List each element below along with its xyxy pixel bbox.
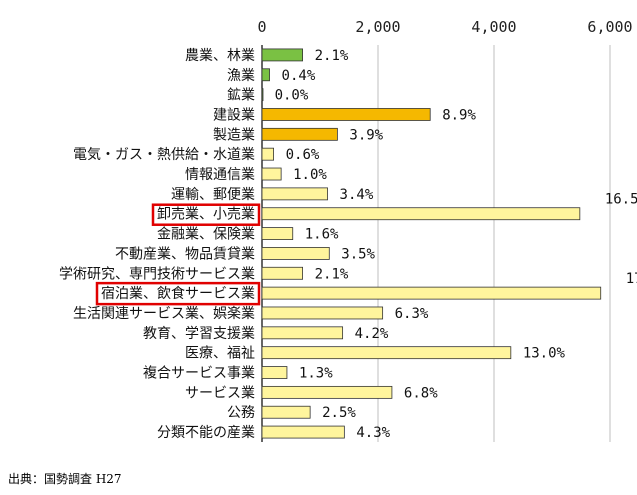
category-label: 農業、林業 (185, 48, 255, 64)
bar (261, 405, 311, 419)
bar (261, 68, 270, 82)
bar (261, 227, 294, 240)
x-tick-label: 4,000 (471, 18, 516, 36)
highlight-box (151, 203, 261, 226)
bar (261, 48, 303, 62)
category-label: 製造業 (213, 127, 255, 143)
data-label: 16.5% (605, 192, 637, 208)
data-label: 2.1% (315, 266, 349, 282)
category-label: 宿泊業、飲食サービス業 (101, 285, 255, 302)
category-label: 学術研究、専門技術サービス業 (59, 266, 255, 282)
category-label: 卸売業、小売業 (157, 207, 255, 223)
bar (261, 147, 275, 161)
bar (261, 286, 602, 300)
bar (261, 266, 303, 280)
highlight-box (95, 281, 261, 306)
data-label: 3.9% (349, 127, 383, 143)
x-tick-label: 6,000 (587, 18, 632, 36)
category-label: 複合サービス事業 (143, 365, 255, 382)
data-label: 6.8% (404, 385, 438, 401)
category-label: 漁業 (227, 68, 255, 84)
category-label: 運輸、郵便業 (171, 187, 255, 203)
bar (261, 207, 581, 221)
data-label: 0.0% (275, 88, 309, 104)
data-label: 17.6% (626, 271, 637, 287)
category-label: 分類不能の産業 (157, 425, 255, 441)
data-label: 3.4% (340, 187, 374, 203)
bar (261, 306, 384, 320)
bar (261, 187, 328, 201)
category-label: 鉱業 (227, 87, 255, 104)
category-label: 情報通信業 (185, 167, 255, 183)
bar (261, 366, 288, 379)
bar (261, 127, 338, 141)
data-label: 1.6% (305, 227, 339, 243)
bar (261, 326, 344, 340)
bar (261, 385, 393, 399)
data-label: 0.4% (282, 68, 316, 84)
data-label: 2.5% (322, 405, 356, 421)
bar (261, 425, 345, 439)
data-label: 3.5% (341, 246, 375, 262)
source-note: 出典：国勢調査 H27 (8, 472, 122, 486)
category-label: 建設業 (213, 107, 255, 123)
bar (261, 167, 282, 181)
category-label: 金融業、保険業 (157, 227, 255, 243)
x-tick-label: 2,000 (355, 18, 400, 36)
bar (261, 346, 512, 360)
category-label: 教育、学習支援業 (143, 326, 255, 342)
data-label: 8.9% (442, 107, 476, 123)
data-label: 1.3% (299, 366, 333, 382)
data-label: 1.0% (293, 167, 327, 183)
data-label: 6.3% (395, 306, 429, 322)
data-label: 13.0% (523, 346, 566, 362)
category-label: 医療、福祉 (185, 345, 255, 362)
x-tick-label: 0 (257, 18, 266, 36)
data-label: 0.6% (286, 147, 320, 163)
bar (261, 108, 431, 121)
category-label: 不動産業、物品賃貸業 (115, 246, 255, 262)
category-label: 電気・ガス・熱供給・水道業 (73, 147, 255, 163)
data-label: 4.2% (355, 326, 389, 342)
bar (261, 247, 330, 260)
data-label: 4.3% (356, 425, 390, 441)
bar (261, 88, 264, 102)
category-label: 公務 (227, 405, 255, 421)
category-label: サービス業 (185, 385, 255, 401)
data-label: 2.1% (315, 48, 349, 64)
category-label: 生活関連サービス業、娯楽業 (73, 306, 255, 322)
